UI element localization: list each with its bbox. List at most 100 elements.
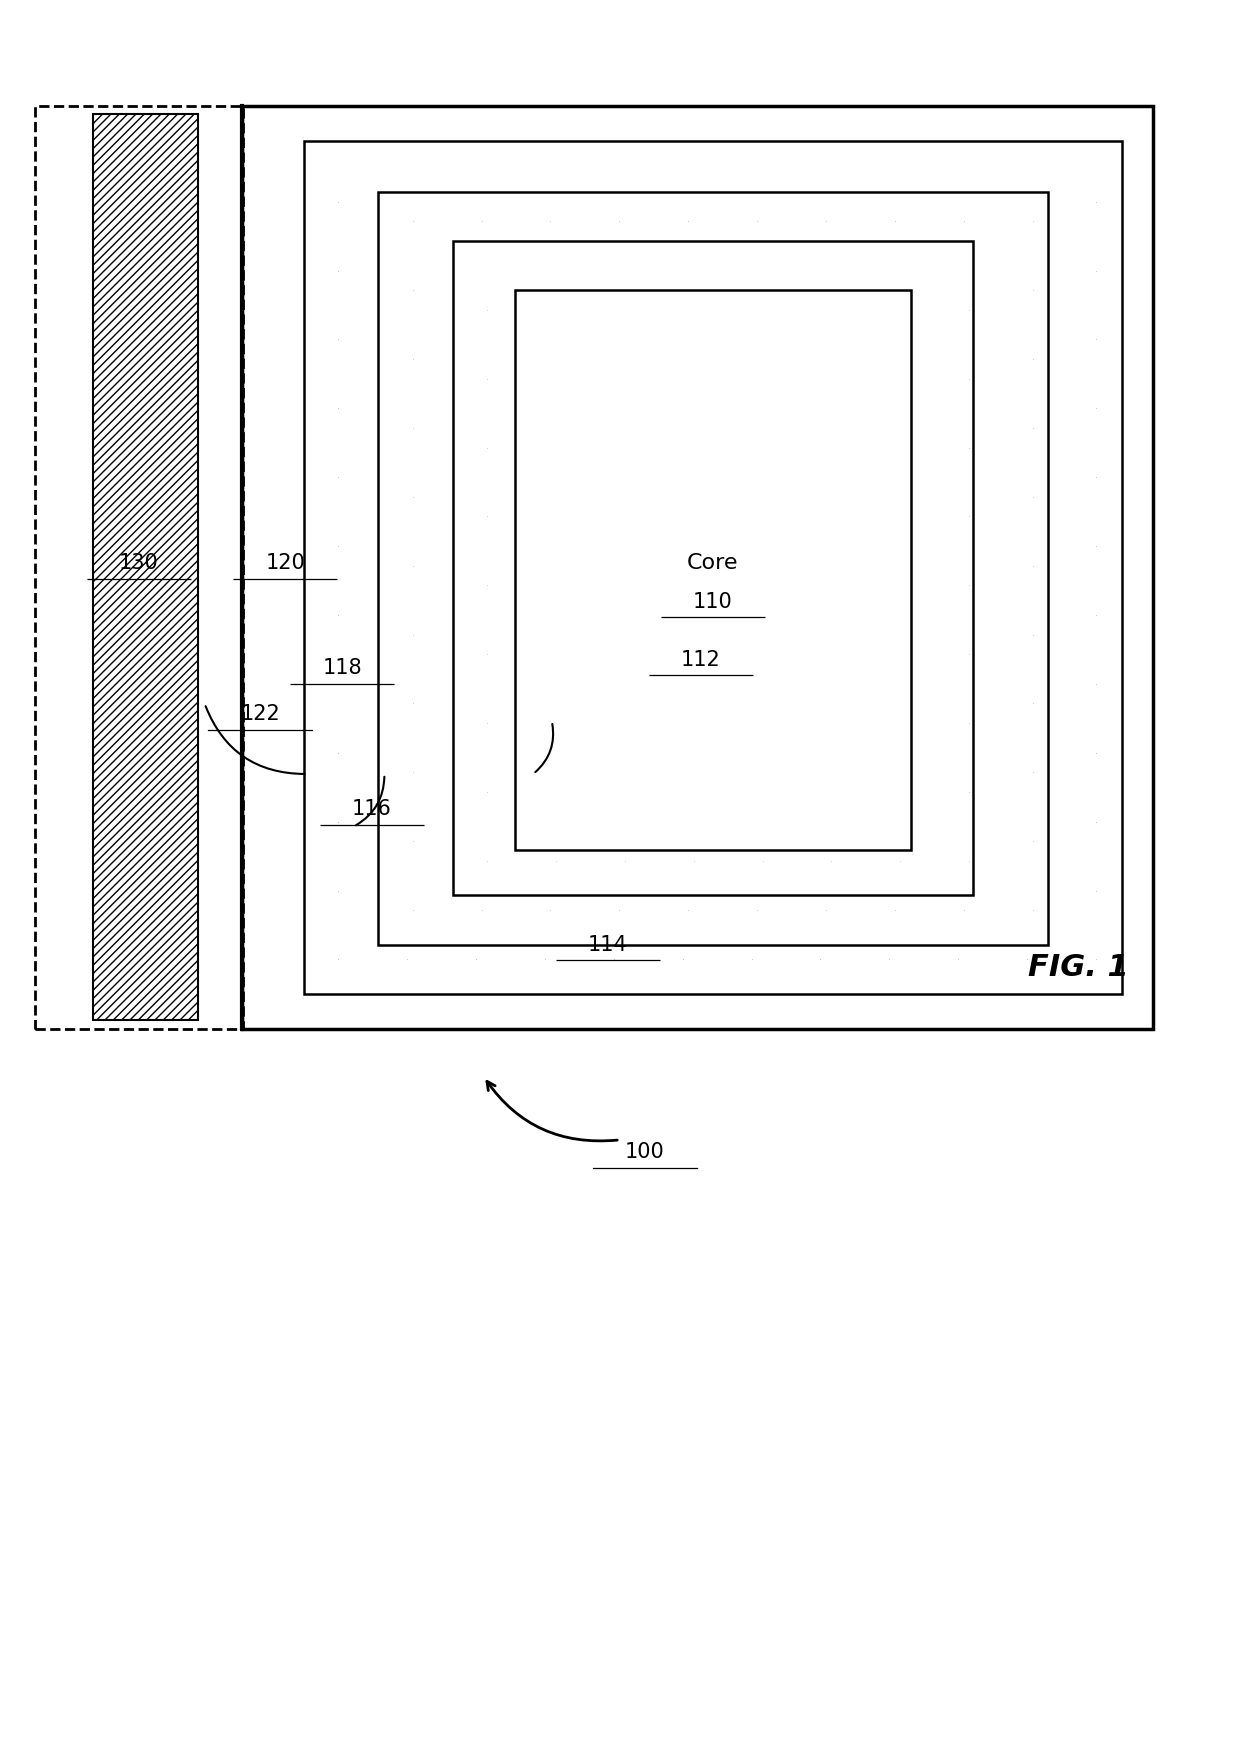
Point [678,345,698,373]
Point [329,257,348,285]
Point [954,345,973,373]
Point [609,482,629,510]
Point [403,827,423,855]
Point [890,296,910,324]
Point [816,552,836,580]
Point [1086,394,1106,422]
Point [477,846,497,874]
Point [1086,876,1106,904]
Point [742,394,761,422]
Bar [515,290,911,850]
Point [534,531,554,559]
Point [1023,413,1043,442]
Point [683,777,703,806]
Point [1017,394,1037,422]
Point [534,463,554,491]
Point [471,482,491,510]
Point [879,257,899,285]
Point [609,552,629,580]
Point [678,690,698,718]
Point [1023,345,1043,373]
Point [1023,482,1043,510]
Point [541,413,560,442]
Point [879,807,899,836]
Point [397,394,417,422]
Point [822,296,842,324]
Point [748,827,768,855]
Point [753,846,773,874]
Point [960,777,980,806]
Point [471,758,491,786]
Point [890,846,910,874]
Point [1023,208,1043,236]
Point [678,208,698,236]
Point [541,208,560,236]
Bar [93,114,198,1020]
Point [466,876,486,904]
Point [960,364,980,392]
Point [822,709,842,737]
Point [954,621,973,649]
Point [615,503,635,531]
Point [816,208,836,236]
Point [1086,463,1106,491]
Point [604,807,624,836]
Point [403,482,423,510]
Point [748,345,768,373]
Point [477,503,497,531]
Point [949,188,968,216]
Point [890,777,910,806]
Point [673,602,693,630]
Point [403,758,423,786]
Point [683,433,703,461]
Point [397,945,417,973]
Point [466,945,486,973]
Point [885,482,905,510]
Point [541,895,560,923]
Point [885,690,905,718]
Point [822,640,842,668]
Point [678,895,698,923]
Point [615,777,635,806]
Point [1017,325,1037,354]
Point [329,876,348,904]
Point [534,739,554,767]
Point [753,640,773,668]
Point [885,758,905,786]
Bar [453,241,973,895]
Point [1086,807,1106,836]
Point [673,463,693,491]
Point [604,257,624,285]
Point [471,621,491,649]
Point [477,709,497,737]
Point [471,552,491,580]
Point [615,709,635,737]
Point [546,364,565,392]
Point [546,503,565,531]
Point [742,945,761,973]
Point [604,945,624,973]
Point [604,739,624,767]
Point [673,670,693,698]
Point [960,503,980,531]
Point [960,640,980,668]
Point [673,325,693,354]
Point [609,345,629,373]
Point [604,325,624,354]
Point [477,640,497,668]
Point [890,572,910,600]
Point [546,433,565,461]
Point [534,394,554,422]
Point [960,846,980,874]
Point [822,433,842,461]
Point [1023,621,1043,649]
Point [678,621,698,649]
Bar [453,241,973,895]
Point [1086,602,1106,630]
Point [673,945,693,973]
Point [609,758,629,786]
Bar [378,192,1048,945]
Point [811,945,831,973]
Point [615,364,635,392]
Point [811,876,831,904]
